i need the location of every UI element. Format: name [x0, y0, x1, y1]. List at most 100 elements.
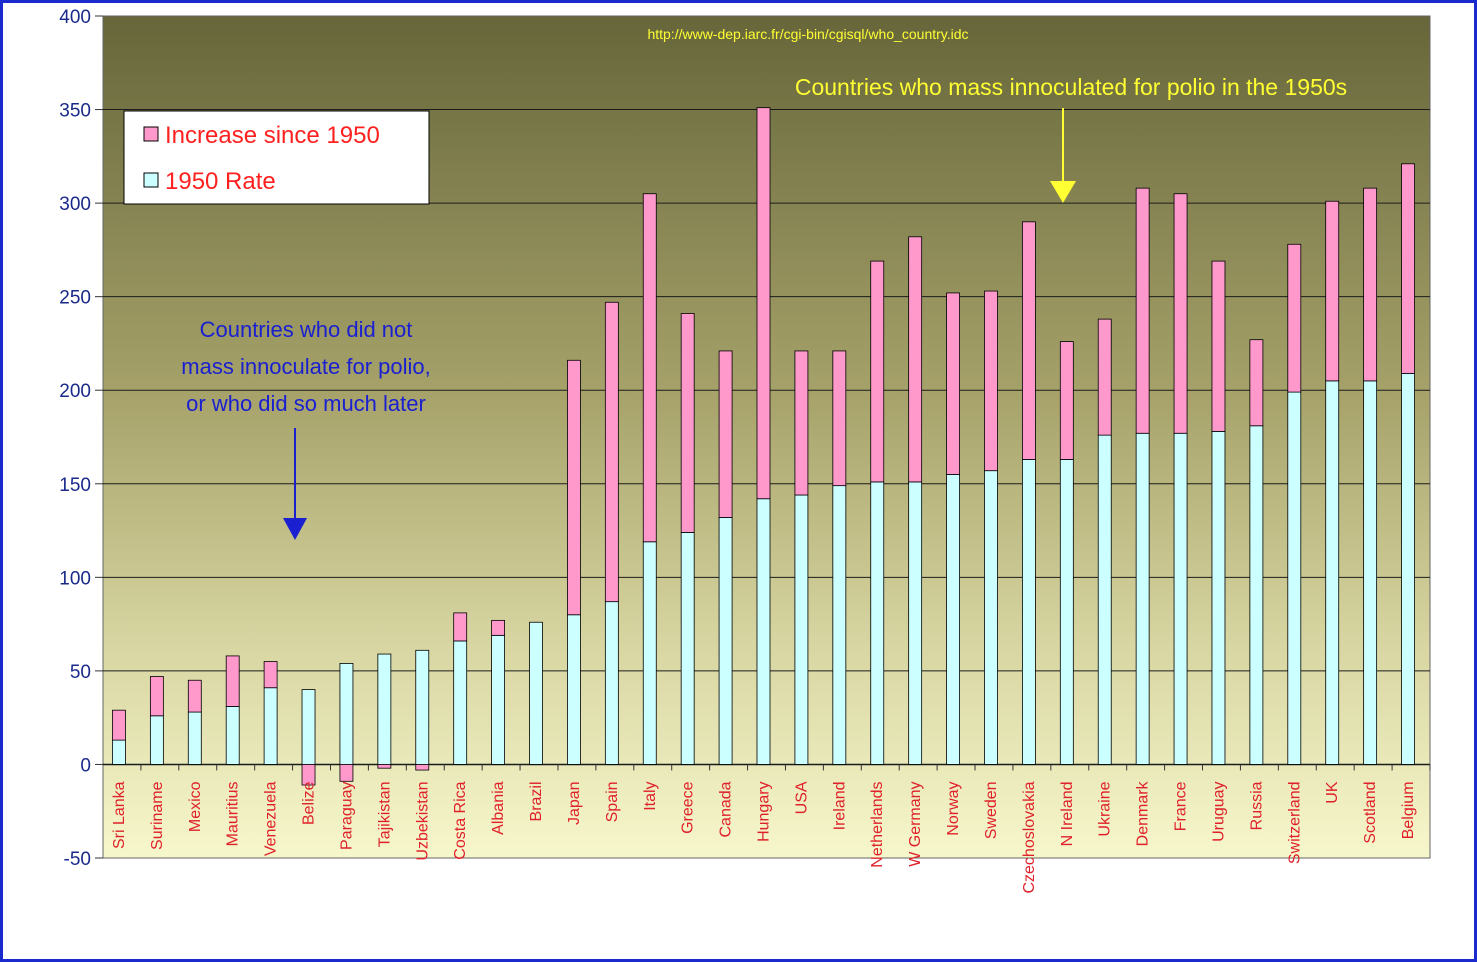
y-tick-label: 50: [70, 662, 91, 683]
bar-increase: [984, 290, 998, 472]
bar-increase: [149, 676, 164, 717]
bar-1950-rate: [339, 663, 354, 765]
y-tick-label: 0: [80, 755, 91, 776]
bar-increase: [187, 679, 202, 713]
bar-1950-rate: [453, 640, 468, 765]
bar-increase: [377, 764, 392, 769]
legend-box: [123, 110, 430, 205]
bar-1950-rate: [946, 474, 960, 765]
legend-swatch-increase: [143, 126, 159, 142]
not-vaccinated-note-line-2: mass innoculate for polio,: [181, 354, 430, 379]
yellow-arrow-icon: [1050, 108, 1076, 203]
y-tick-label: 250: [59, 288, 91, 309]
bar-1950-rate: [415, 649, 430, 765]
bar-1950-rate: [1211, 430, 1226, 765]
bar-increase: [680, 313, 695, 533]
bar-increase: [1173, 193, 1188, 434]
bar-1950-rate: [718, 517, 733, 765]
bar-increase: [263, 661, 278, 689]
source-url: http://www-dep.iarc.fr/cgi-bin/cgisql/wh…: [647, 26, 968, 42]
bar-increase: [1287, 243, 1302, 393]
bar-1950-rate: [1135, 432, 1150, 765]
category-label: Sri Lanka: [111, 781, 128, 849]
category-label: Mexico: [187, 781, 204, 832]
bar-increase: [1363, 187, 1378, 382]
category-label: UK: [1324, 781, 1341, 804]
category-label: USA: [793, 781, 810, 814]
bar-increase: [1097, 318, 1112, 436]
not-vaccinated-note-line-3: or who did so much later: [186, 391, 426, 416]
category-label: Paraguay: [338, 781, 355, 850]
bar-increase: [718, 350, 733, 518]
bar-1950-rate: [794, 494, 809, 765]
bar-1950-rate: [529, 621, 543, 765]
bar-increase: [946, 292, 960, 475]
x-axis: Sri Lanka Suriname Mexico Mauritius Venezuel…: [111, 764, 1431, 894]
category-label: N Ireland: [1059, 781, 1076, 846]
category-label: Uzbekistan: [414, 781, 431, 860]
bar-increase: [870, 260, 885, 483]
bar-increase: [756, 107, 771, 500]
y-tick-label: 200: [59, 381, 91, 402]
bar-1950-rate: [1173, 432, 1188, 765]
bar-1950-rate: [263, 687, 278, 765]
category-label: Brazil: [528, 781, 545, 821]
category-label: Spain: [604, 781, 621, 822]
category-label: Czechoslovakia: [1021, 781, 1038, 893]
bar-1950-rate: [1325, 380, 1340, 765]
bar-increase: [453, 612, 468, 642]
bar-increase: [1325, 200, 1340, 382]
category-label: Greece: [680, 781, 697, 834]
category-label: Belgium: [1400, 781, 1417, 839]
category-label: W Germany: [907, 781, 924, 866]
bar-1950-rate: [984, 470, 998, 765]
bar-increase: [301, 764, 316, 786]
y-tick-label: 350: [59, 101, 91, 122]
y-axis: 400 350 300 250 200 150 100 50 0 -50: [59, 7, 103, 870]
bars: [112, 107, 1415, 786]
category-label: France: [1173, 781, 1190, 831]
category-label: Mauritius: [225, 781, 242, 846]
bar-chart: 400 350 300 250 200 150 100 50 0 -50 Sri Lanka Sur…: [59, 7, 1431, 894]
mass-vaccinated-note: Countries who mass innoculated for polio…: [795, 74, 1347, 100]
bar-1950-rate: [377, 653, 392, 765]
bar-increase: [604, 301, 619, 603]
category-label: Ukraine: [1097, 781, 1114, 836]
bar-increase: [491, 619, 506, 636]
category-label: Canada: [718, 781, 735, 837]
bar-1950-rate: [301, 689, 316, 765]
bar-1950-rate: [642, 541, 657, 765]
bar-1950-rate: [1363, 380, 1378, 765]
category-label: Tajikistan: [376, 781, 393, 847]
y-tick-label: 100: [59, 568, 91, 589]
bar-1950-rate: [491, 634, 506, 765]
y-tick-label: 300: [59, 194, 91, 215]
bar-1950-rate: [1097, 434, 1112, 765]
category-label: Hungary: [756, 781, 773, 841]
bar-1950-rate: [225, 706, 240, 765]
bar-1950-rate: [1249, 425, 1264, 765]
legend: Increase since 1950 1950 Rate: [123, 110, 430, 205]
bar-1950-rate: [870, 481, 885, 765]
bar-1950-rate: [1287, 391, 1302, 765]
category-label: Netherlands: [869, 781, 886, 867]
category-label: Uruguay: [1210, 781, 1227, 841]
bar-1950-rate: [908, 481, 923, 765]
y-tick-label: 150: [59, 475, 91, 496]
bar-increase: [794, 350, 809, 496]
category-label: Denmark: [1135, 780, 1152, 846]
category-label: Japan: [566, 781, 583, 825]
not-vaccinated-note-line-1: Countries who did not: [200, 317, 413, 342]
y-tick-label: 400: [59, 7, 91, 28]
bar-1950-rate: [112, 739, 126, 765]
category-label: Ireland: [831, 781, 848, 830]
category-label: Scotland: [1362, 781, 1379, 843]
category-label: Belize: [301, 781, 318, 825]
legend-swatch-1950: [143, 172, 159, 188]
bar-increase: [1249, 339, 1264, 427]
category-label: Costa Rica: [452, 781, 469, 859]
bar-increase: [1022, 221, 1036, 460]
bar-increase: [1135, 187, 1150, 434]
bar-increase: [832, 350, 847, 487]
